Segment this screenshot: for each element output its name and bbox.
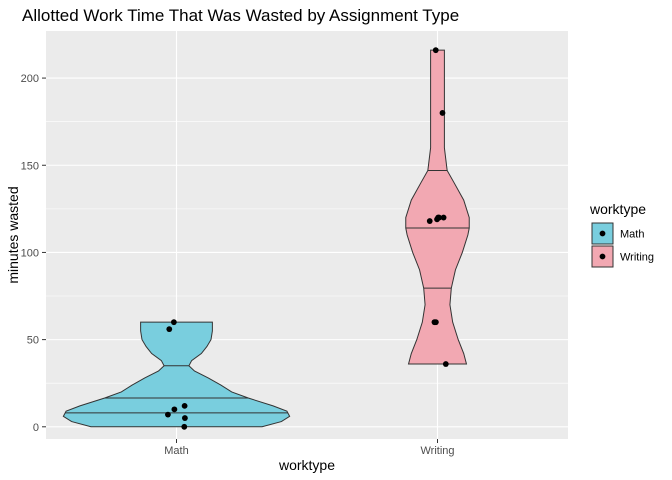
legend: worktype Math Writing [589,201,654,268]
y-tick-label: 150 [21,160,39,172]
violin-writing [405,49,470,365]
data-point-math [171,406,178,413]
y-axis-ticks: 0 50 100 150 200 [21,73,46,434]
data-point-writing [432,319,439,326]
data-point-math [166,326,173,333]
data-point-writing [442,361,449,367]
y-tick-label: 200 [21,73,39,85]
violins [62,49,470,428]
data-point-writing [432,47,439,54]
data-point-math [181,402,188,409]
violin-math [62,321,291,428]
legend-point-math [599,230,606,237]
y-axis-title: minutes wasted [5,186,21,283]
data-point-writing [439,110,446,116]
x-axis-ticks: Math Writing [164,439,455,457]
data-point-math [165,411,171,418]
legend-label-math: Math [620,229,644,241]
data-point-math [182,415,188,421]
data-point-writing [426,218,433,224]
data-point-math [181,423,188,430]
plot-panel [46,31,568,439]
chart-title: Allotted Work Time That Was Wasted by As… [22,6,459,25]
data-point-writing [436,214,442,221]
y-tick-label: 0 [33,422,39,434]
legend-point-writing [599,253,606,260]
x-axis-title: worktype [278,457,335,473]
y-tick-label: 100 [21,247,39,259]
x-tick-label: Writing [420,445,454,457]
data-point-math [170,319,177,326]
data-point-writing [440,214,447,221]
data-points [165,47,449,430]
y-tick-label: 50 [27,335,39,347]
x-tick-label: Math [164,445,188,457]
legend-label-writing: Writing [620,252,654,264]
legend-title: worktype [589,201,646,217]
